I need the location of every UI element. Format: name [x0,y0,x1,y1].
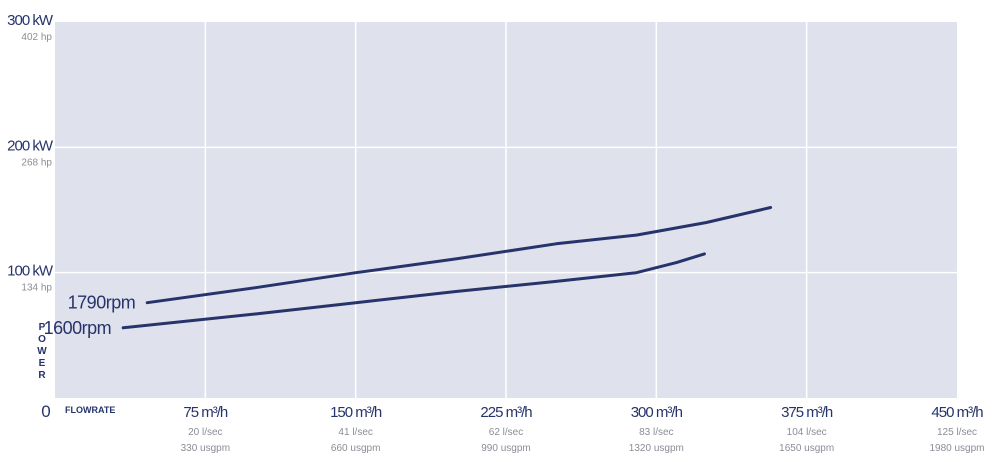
x-tick-label: 300 m³/h [631,404,683,421]
y-tick-label: 100 kW [7,263,54,280]
y-tick-label: 200 kW [7,137,54,154]
x-tick-sublabel: 125 l/sec [937,427,977,438]
series-lines: 1790rpm 1600rpm [44,206,773,338]
x-tick-label: 150 m³/h [330,404,382,421]
x-tick-labels: 75 m³/h 20 l/sec 330 usgpm 150 m³/h 41 l/sec… [181,404,985,454]
x-tick-label: 225 m³/h [480,404,532,421]
y-tick-label: 300 kW [7,12,54,29]
x-tick-label: 450 m³/h [931,404,983,421]
y-tick-sublabel: 134 hp [21,283,52,294]
x-tick-sublabel-2: 660 usgpm [331,443,380,454]
y-title-letter: P [39,322,46,333]
series-line [121,252,706,330]
x-tick-sublabel-2: 330 usgpm [181,443,230,454]
x-tick-sublabel: 104 l/sec [787,427,827,438]
series-label: 1790rpm [68,293,136,313]
grid-lines [55,22,957,398]
series-line [145,206,773,305]
x-tick-sublabel: 41 l/sec [338,427,372,438]
x-tick-sublabel: 20 l/sec [188,427,222,438]
x-tick-sublabel: 62 l/sec [489,427,523,438]
x-tick-sublabel-2: 990 usgpm [481,443,530,454]
y-title-letter: R [38,370,46,381]
x-tick-sublabel-2: 1320 usgpm [629,443,684,454]
x-tick-label: 375 m³/h [781,404,833,421]
y-title-letter: W [37,346,47,357]
y-tick-sublabel: 402 hp [21,32,52,43]
x-tick-label: 75 m³/h [183,404,228,421]
x-tick-sublabel-2: 1980 usgpm [929,443,984,454]
x-tick-sublabel-2: 1650 usgpm [779,443,834,454]
y-tick-labels: 100 kW 134 hp 200 kW 268 hp 300 kW 402 hp [7,12,55,294]
x-axis-title: FLOWRATE [65,405,115,415]
y-title-letter: O [38,334,46,345]
zero-label: 0 [41,402,50,421]
y-tick-sublabel: 268 hp [21,157,52,168]
x-tick-sublabel: 83 l/sec [639,427,673,438]
series-label: 1600rpm [44,318,112,338]
y-title-letter: E [39,358,46,369]
